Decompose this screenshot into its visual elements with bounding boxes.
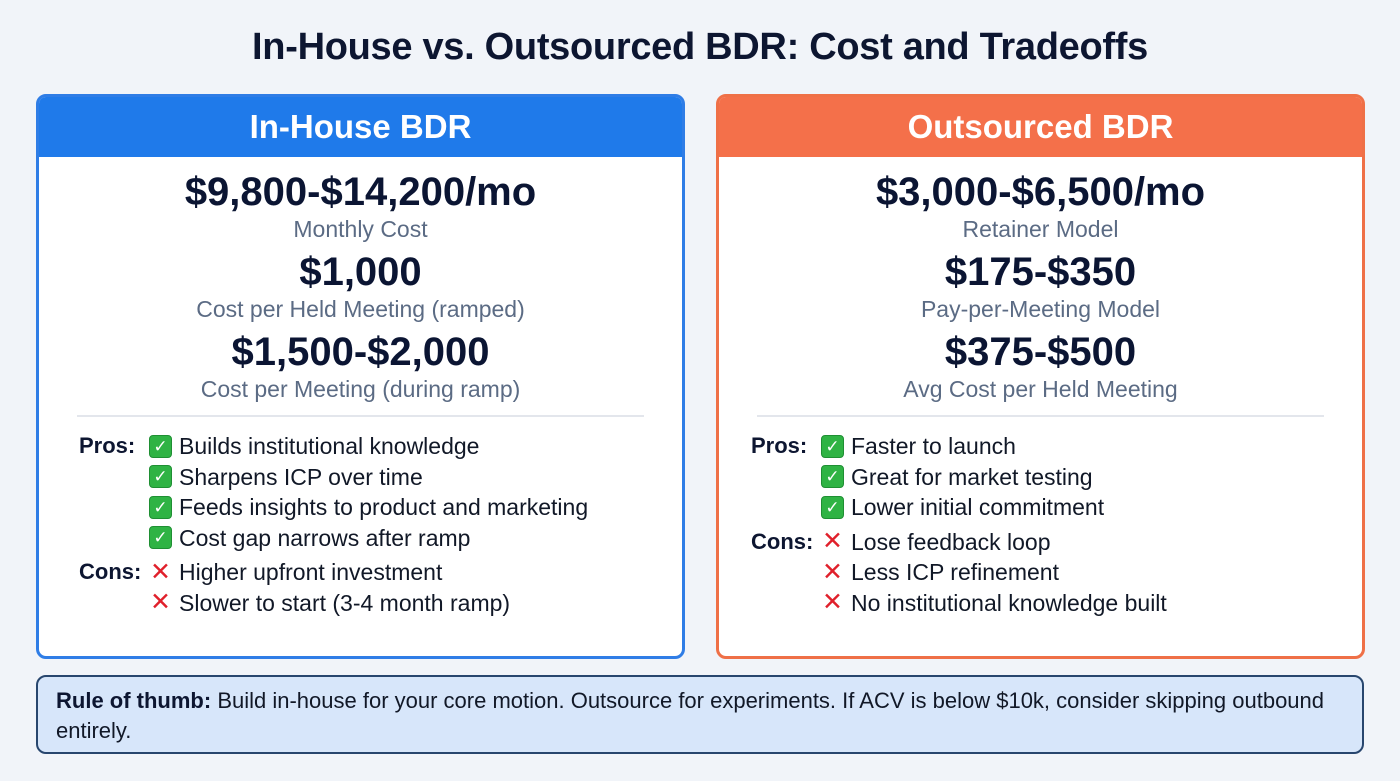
metric-value: $375-$500 <box>944 330 1137 374</box>
cross-icon: ✕ <box>822 527 843 556</box>
check-icon: ✓ <box>821 465 844 489</box>
rule-of-thumb-note: Rule of thumb: Build in-house for your c… <box>36 675 1364 754</box>
con-item: ✕ Slower to start (3-4 month ramp) <box>150 588 511 617</box>
metric-value: $9,800-$14,200/mo <box>184 170 537 214</box>
metric-cost-during-ramp: $1,500-$2,000 Cost per Meeting (during r… <box>39 329 682 403</box>
check-icon: ✓ <box>149 434 172 458</box>
divider <box>757 415 1324 417</box>
pro-item: ✓ Lower initial commitment <box>821 492 1104 523</box>
metric-label: Cost per Held Meeting (ramped) <box>196 296 525 322</box>
cons-label: Cons: <box>79 559 142 584</box>
note-label: Rule of thumb: <box>56 688 212 713</box>
cons-section: Cons: ✕ Higher upfront investment ✕ Slower… <box>39 557 682 618</box>
pro-item: ✓ Faster to launch <box>821 431 1104 462</box>
metric-label: Pay-per-Meeting Model <box>920 296 1161 322</box>
metric-value: $3,000-$6,500/mo <box>875 170 1206 214</box>
metric-label: Monthly Cost <box>293 216 428 242</box>
metric-value: $1,000 <box>299 250 422 294</box>
pros-label: Pros: <box>79 433 136 458</box>
check-icon: ✓ <box>821 434 844 458</box>
metric-label: Cost per Meeting (during ramp) <box>200 376 521 402</box>
pro-item: ✓ Feeds insights to product and marketing <box>149 492 588 523</box>
metric-value: $1,500-$2,000 <box>231 330 490 374</box>
con-item: ✕ Lose feedback loop <box>822 527 1051 556</box>
check-icon: ✓ <box>149 465 172 489</box>
outsourced-card: Outsourced BDR $3,000-$6,500/mo Retainer… <box>716 94 1365 659</box>
pros-label: Pros: <box>751 433 808 458</box>
metric-retainer-model: $3,000-$6,500/mo Retainer Model <box>719 169 1362 243</box>
pro-item: ✓ Cost gap narrows after ramp <box>149 523 588 554</box>
pros-section: Pros: ✓ Faster to launch ✓ Great for marke… <box>719 431 1362 523</box>
metric-label: Avg Cost per Held Meeting <box>903 376 1178 402</box>
metric-value: $175-$350 <box>944 250 1137 294</box>
check-icon: ✓ <box>821 495 844 519</box>
cross-icon: ✕ <box>822 588 843 617</box>
page-title: In-House vs. Outsourced BDR: Cost and Tr… <box>252 26 1148 68</box>
in-house-card: In-House BDR $9,800-$14,200/mo Monthly C… <box>36 94 685 659</box>
pro-item: ✓ Sharpens ICP over time <box>149 462 588 493</box>
metric-pay-per-meeting: $175-$350 Pay-per-Meeting Model <box>719 249 1362 323</box>
cons-label: Cons: <box>751 528 814 554</box>
metric-avg-cost-held-meeting: $375-$500 Avg Cost per Held Meeting <box>719 329 1362 403</box>
metric-monthly-cost: $9,800-$14,200/mo Monthly Cost <box>39 169 682 243</box>
metric-cost-per-held-meeting: $1,000 Cost per Held Meeting (ramped) <box>39 249 682 323</box>
cross-icon: ✕ <box>822 557 843 586</box>
pro-item: ✓ Great for market testing <box>821 462 1104 493</box>
pros-section: Pros: ✓ Builds institutional knowledge ✓ S… <box>39 431 682 553</box>
con-item: ✕ Higher upfront investment <box>150 557 443 586</box>
note-text: Build in-house for your core motion. Out… <box>56 688 1325 743</box>
divider <box>77 415 644 417</box>
cons-section: Cons: ✕ Lose feedback loop ✕ Less ICP refi… <box>719 527 1362 619</box>
pro-item: ✓ Builds institutional knowledge <box>149 431 588 462</box>
con-item: ✕ No institutional knowledge built <box>822 588 1167 617</box>
metric-label: Retainer Model <box>962 216 1119 242</box>
cross-icon: ✕ <box>150 588 171 617</box>
cross-icon: ✕ <box>150 557 171 586</box>
in-house-header: In-House BDR <box>39 97 682 157</box>
outsourced-header: Outsourced BDR <box>719 97 1362 157</box>
check-icon: ✓ <box>149 526 172 550</box>
check-icon: ✓ <box>149 495 172 519</box>
con-item: ✕ Less ICP refinement <box>822 557 1059 586</box>
